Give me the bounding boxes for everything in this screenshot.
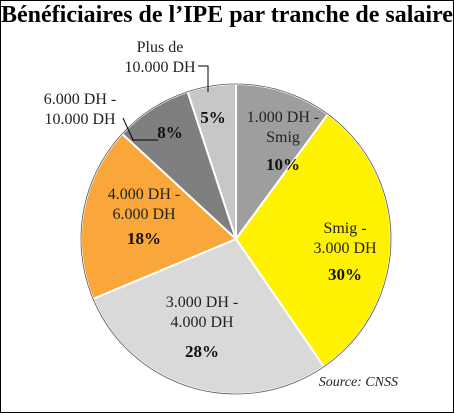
slice-label-smig-3000-line1: Smig - bbox=[323, 220, 366, 237]
slice-label-4000-6000-line1: 4.000 DH - bbox=[108, 186, 180, 203]
slice-label-3000-4000-line2: 4.000 DH bbox=[170, 314, 234, 331]
leader-plus-10000 bbox=[198, 65, 209, 92]
slice-pct-plus-10000: 5% bbox=[200, 108, 226, 127]
source-note: Source: CNSS bbox=[318, 375, 398, 390]
slice-label-4000-6000-line2: 6.000 DH bbox=[112, 206, 176, 223]
pie-outline bbox=[80, 83, 392, 395]
slice-label-plus-10000-line1: Plus de bbox=[137, 39, 184, 56]
slice-label-6000-10000-line2: 10.000 DH bbox=[44, 111, 116, 128]
slice-label-1000-smig-line1: 1.000 DH - bbox=[247, 109, 319, 126]
slice-pct-1000-smig: 10% bbox=[266, 155, 300, 174]
leader-6000-10000 bbox=[122, 117, 158, 141]
slice-pct-3000-4000: 28% bbox=[185, 342, 219, 361]
slice-pct-smig-3000: 30% bbox=[328, 265, 362, 284]
slice-label-plus-10000-line2: 10.000 DH bbox=[124, 59, 196, 76]
slice-label-6000-10000-line1: 6.000 DH - bbox=[44, 91, 116, 108]
chart-title: Bénéficiaires de l’IPE par tranche de sa… bbox=[1, 2, 453, 28]
slice-pct-4000-6000: 18% bbox=[127, 229, 161, 248]
slice-label-smig-3000-line2: 3.000 DH bbox=[313, 240, 377, 257]
slice-label-3000-4000-line1: 3.000 DH - bbox=[166, 294, 238, 311]
slice-label-1000-smig-line2: Smig bbox=[266, 129, 300, 146]
slice-pct-6000-10000: 8% bbox=[157, 123, 183, 142]
